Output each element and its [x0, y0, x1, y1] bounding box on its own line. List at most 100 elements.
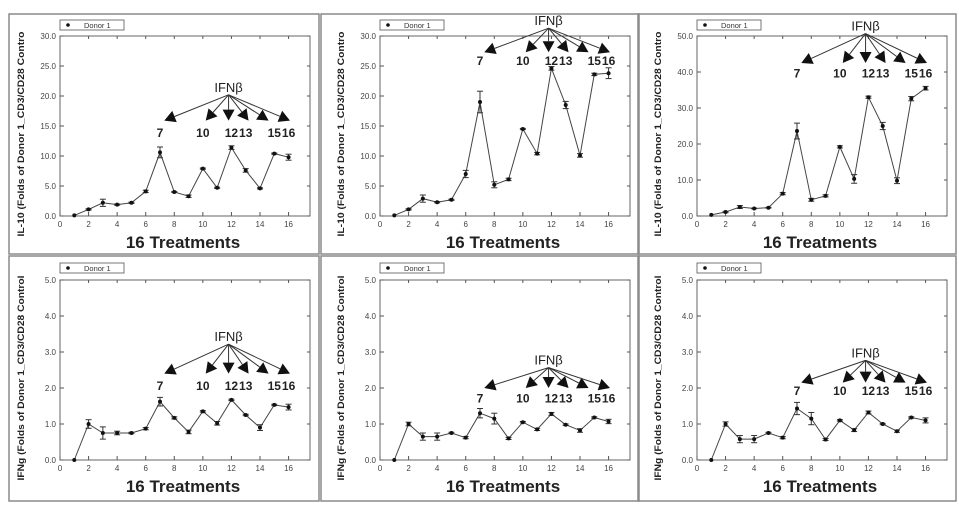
- series-line: [393, 412, 609, 461]
- data-point: [809, 416, 814, 421]
- panel-border: [320, 255, 640, 502]
- annotation-arrowhead: [801, 52, 814, 64]
- x-tick-label: 16: [604, 220, 613, 229]
- data-point: [923, 86, 928, 91]
- annotation-target-label: 7: [477, 391, 484, 405]
- x-axis-label: 16 Treatments: [446, 233, 560, 252]
- data-point: [795, 406, 799, 411]
- data-point: [723, 210, 728, 215]
- annotation-arrow-line: [865, 359, 897, 378]
- data-point: [258, 425, 262, 430]
- series-line: [710, 407, 926, 461]
- data-point: [115, 202, 120, 207]
- annotation-arrowhead: [222, 109, 235, 121]
- annotation-target-label: 10: [196, 126, 210, 140]
- data-point: [143, 426, 148, 431]
- x-tick-label: 6: [143, 220, 148, 229]
- x-tick-label: 0: [58, 464, 63, 473]
- annotation-arrow-line: [849, 33, 866, 55]
- annotation-arrowhead: [542, 41, 555, 53]
- data-point: [809, 197, 814, 202]
- data-point: [852, 176, 857, 181]
- annotation-target-label: 16: [602, 391, 616, 405]
- y-tick-label: 20.0: [360, 92, 376, 101]
- data-point: [243, 168, 248, 173]
- legend-marker: [386, 23, 390, 27]
- x-tick-label: 8: [809, 464, 814, 473]
- y-tick-label: 40.0: [677, 68, 693, 77]
- annotation-target-label: 13: [876, 384, 890, 398]
- chart-svg: 0.0 1.0 2.0 3.0 4.0 5.0 0 2 4 6 8 10 12 14 16 IFNg (Fol…: [320, 255, 640, 502]
- data-point: [172, 415, 177, 420]
- x-axis-label: 16 Treatments: [126, 233, 240, 252]
- data-point: [420, 196, 425, 201]
- annotation-arrowhead: [525, 40, 538, 53]
- legend-label: Donor 1: [84, 21, 111, 30]
- legend-label: Donor 1: [721, 21, 748, 30]
- y-tick-label: 20.0: [677, 140, 693, 149]
- data-point: [606, 71, 611, 76]
- y-tick-label: 4.0: [365, 312, 377, 321]
- data-point: [286, 155, 291, 160]
- annotation-target-label: 13: [559, 54, 573, 68]
- y-tick-label: 3.0: [682, 348, 694, 357]
- panel-border: [637, 13, 957, 255]
- x-tick-label: 2: [406, 464, 411, 473]
- y-axis-label: IL-10 (Folds of Donor 1_CD3/CD28 Contro: [16, 31, 27, 236]
- y-axis-label: IFNg (Folds of Donor 1_CD3/CD28 Control: [653, 276, 664, 481]
- data-point: [200, 166, 205, 171]
- data-point: [535, 427, 540, 432]
- annotation-arrowhead: [914, 373, 927, 385]
- legend-label: Donor 1: [404, 264, 431, 273]
- annotation-arrow-line: [228, 94, 243, 113]
- annotation-target-label: 10: [196, 379, 210, 393]
- x-tick-label: 2: [723, 220, 728, 229]
- data-point: [592, 72, 597, 77]
- x-tick-label: 4: [435, 464, 440, 473]
- data-point: [478, 411, 482, 416]
- chart-svg: 0.0 5.0 10.0 15.0 20.0 25.0 30.0 0 2 4 6 8 10 12 14 16 I…: [8, 13, 320, 255]
- data-point: [852, 428, 857, 433]
- y-axis-label: IL-10 (Folds of Donor 1_CD3/CD28 Contro: [653, 31, 664, 236]
- data-point: [506, 177, 511, 182]
- annotation-arrowhead: [556, 39, 569, 53]
- annotation-arrow-line: [212, 343, 229, 366]
- data-point: [100, 431, 105, 435]
- data-point: [272, 402, 277, 407]
- annotation-ifnb: IFNβ: [214, 329, 242, 344]
- annotation-arrow-line: [548, 27, 562, 45]
- plot-frame: [696, 279, 948, 461]
- data-point: [435, 434, 440, 439]
- annotation-arrowhead: [893, 51, 906, 63]
- annotation-arrow-line: [548, 367, 579, 384]
- y-tick-label: 4.0: [682, 312, 694, 321]
- data-point: [86, 422, 91, 426]
- data-point: [766, 205, 771, 210]
- data-point: [392, 458, 397, 462]
- annotation-ifnb: IFNβ: [851, 19, 879, 34]
- annotation-ifnb: IFNβ: [534, 13, 562, 28]
- x-tick-label: 0: [695, 464, 700, 473]
- y-tick-label: 0.0: [45, 212, 57, 221]
- legend-marker: [386, 266, 390, 270]
- annotation-arrow-line: [548, 27, 600, 49]
- annotation-arrow-line: [174, 343, 229, 370]
- x-tick-label: 4: [115, 220, 120, 229]
- y-tick-label: 1.0: [365, 420, 377, 429]
- data-point: [420, 434, 425, 439]
- panel-border: [637, 255, 957, 502]
- annotation-arrowhead: [164, 110, 177, 123]
- legend-box: [59, 262, 125, 274]
- data-point: [795, 129, 799, 134]
- y-tick-label: 15.0: [360, 122, 376, 131]
- data-point: [478, 100, 482, 104]
- annotation-arrow-line: [228, 343, 261, 368]
- annotation-target-label: 12: [225, 126, 239, 140]
- x-tick-label: 4: [435, 220, 440, 229]
- annotation-arrow-line: [174, 94, 229, 117]
- data-point: [215, 185, 220, 190]
- data-point: [578, 153, 582, 158]
- x-tick-label: 0: [378, 220, 383, 229]
- data-point: [909, 96, 914, 101]
- annotation-ifnb: IFNβ: [214, 80, 242, 95]
